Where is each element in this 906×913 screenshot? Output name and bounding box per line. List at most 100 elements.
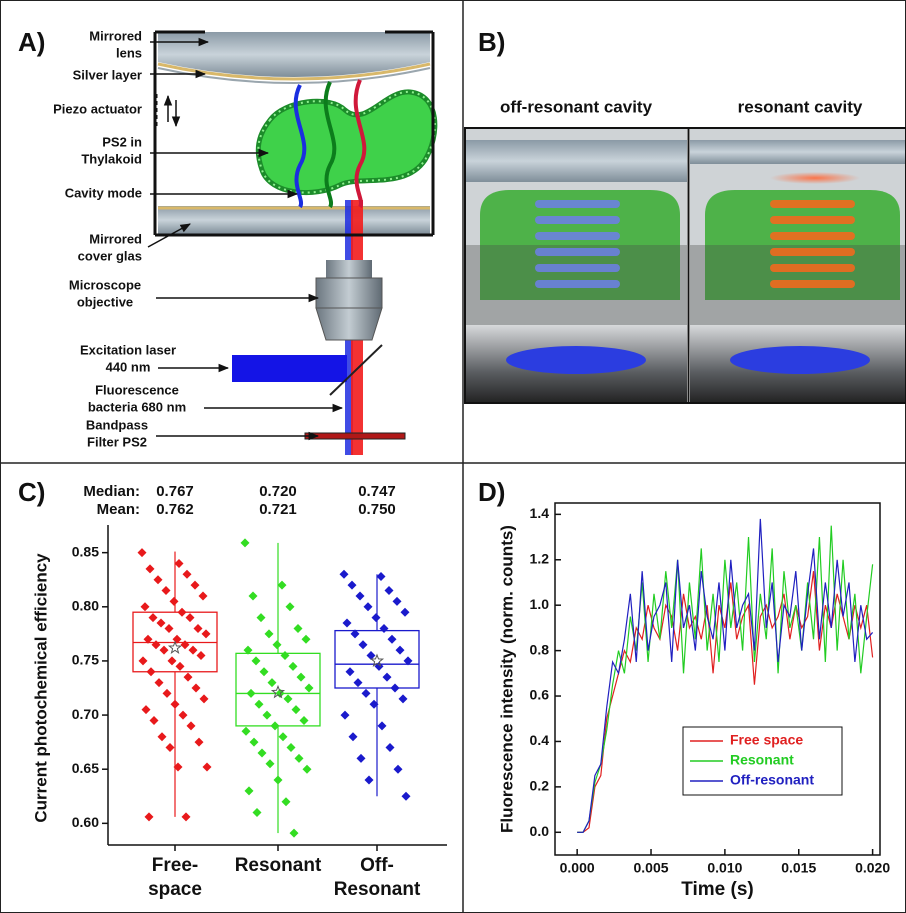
data-point [148,613,158,623]
x-tick-label: 0.000 [560,860,595,876]
data-point [167,656,177,666]
data-point [186,721,196,731]
thylakoid-dots [257,90,436,194]
annotation-arrow [147,223,191,248]
data-point [294,753,304,763]
data-point [140,602,150,612]
x-axis-title: Time (s) [681,879,754,900]
panel-label: A) [18,27,45,57]
data-point [299,715,309,725]
data-point [280,651,290,661]
x-tick-label: space [148,879,202,900]
render-resonant [690,128,906,403]
data-point [377,721,387,731]
data-point [246,688,256,698]
median-label: 0.767 [156,483,194,500]
data-point [400,607,410,617]
data-point [248,591,258,601]
data-point [348,732,358,742]
data-point [185,613,195,623]
data-point [181,812,191,822]
data-point [403,656,413,666]
y-tick-label: 1.2 [530,550,550,566]
data-point [169,596,179,606]
data-point [401,791,411,801]
data-point [283,694,293,704]
data-point [363,602,373,612]
data-point [285,602,295,612]
plot-frame [554,502,881,856]
render-blob [480,190,680,300]
data-point [291,705,301,715]
annotation: Piezo actuator [53,101,142,116]
data-point [149,715,159,725]
objective-top [326,260,372,278]
y-tick-label: 0.65 [72,760,99,776]
data-point [288,661,298,671]
x-tick-label: 0.015 [781,860,816,876]
annotation: Excitation laser [80,342,176,357]
data-point [191,683,201,693]
x-tick-label: Resonant [235,855,322,876]
data-point [358,640,368,650]
cavity-diagram [153,30,438,455]
render-stripes [770,200,855,288]
data-point [257,748,267,758]
data-point [196,651,206,661]
data-point [240,538,250,548]
render-top-glass [690,140,906,164]
bandpass-filter [304,432,406,440]
data-point [241,726,251,736]
mirrored-lens [158,32,430,77]
data-point [137,548,147,558]
box [334,629,420,689]
annotation: Microscope [69,277,141,292]
y-tick-label: 1.4 [530,505,550,521]
data-point [202,762,212,772]
cover-glass [158,206,430,234]
x-tick-label: Resonant [334,879,421,900]
render-lens [730,346,870,374]
data-point [138,656,148,666]
data-point [175,661,185,671]
legend-label: Off-resonant [730,772,814,788]
data-point [366,651,376,661]
data-point [170,699,180,709]
data-point [356,753,366,763]
data-point [177,607,187,617]
dichroic-mirror [329,344,383,396]
stat-title: Median: [83,483,140,500]
data-point [371,613,381,623]
data-point [146,667,156,677]
data-point [281,797,291,807]
data-point [278,732,288,742]
mean-label: 0.762 [156,501,194,518]
excitation-laser [232,355,347,382]
cavity-frame [153,30,435,237]
data-point [153,575,163,585]
data-point [342,618,352,628]
stat-title: Mean: [97,501,140,518]
data-point [243,645,253,655]
mean-marker [270,684,286,699]
mean-label: 0.721 [259,501,297,518]
data-point [144,812,154,822]
data-point [382,672,392,682]
data-point [387,634,397,644]
data-point [259,667,269,677]
data-point [194,737,204,747]
data-point [379,623,389,633]
data-point [252,808,262,818]
data-point [340,710,350,720]
render-caption: resonant cavity [738,97,863,116]
data-point [162,688,172,698]
data-point [264,629,274,639]
data-point [398,694,408,704]
data-point [164,623,174,633]
data-point [262,710,272,720]
data-point [277,580,287,590]
data-point [302,764,312,774]
series-line [577,518,874,833]
data-point [173,762,183,772]
